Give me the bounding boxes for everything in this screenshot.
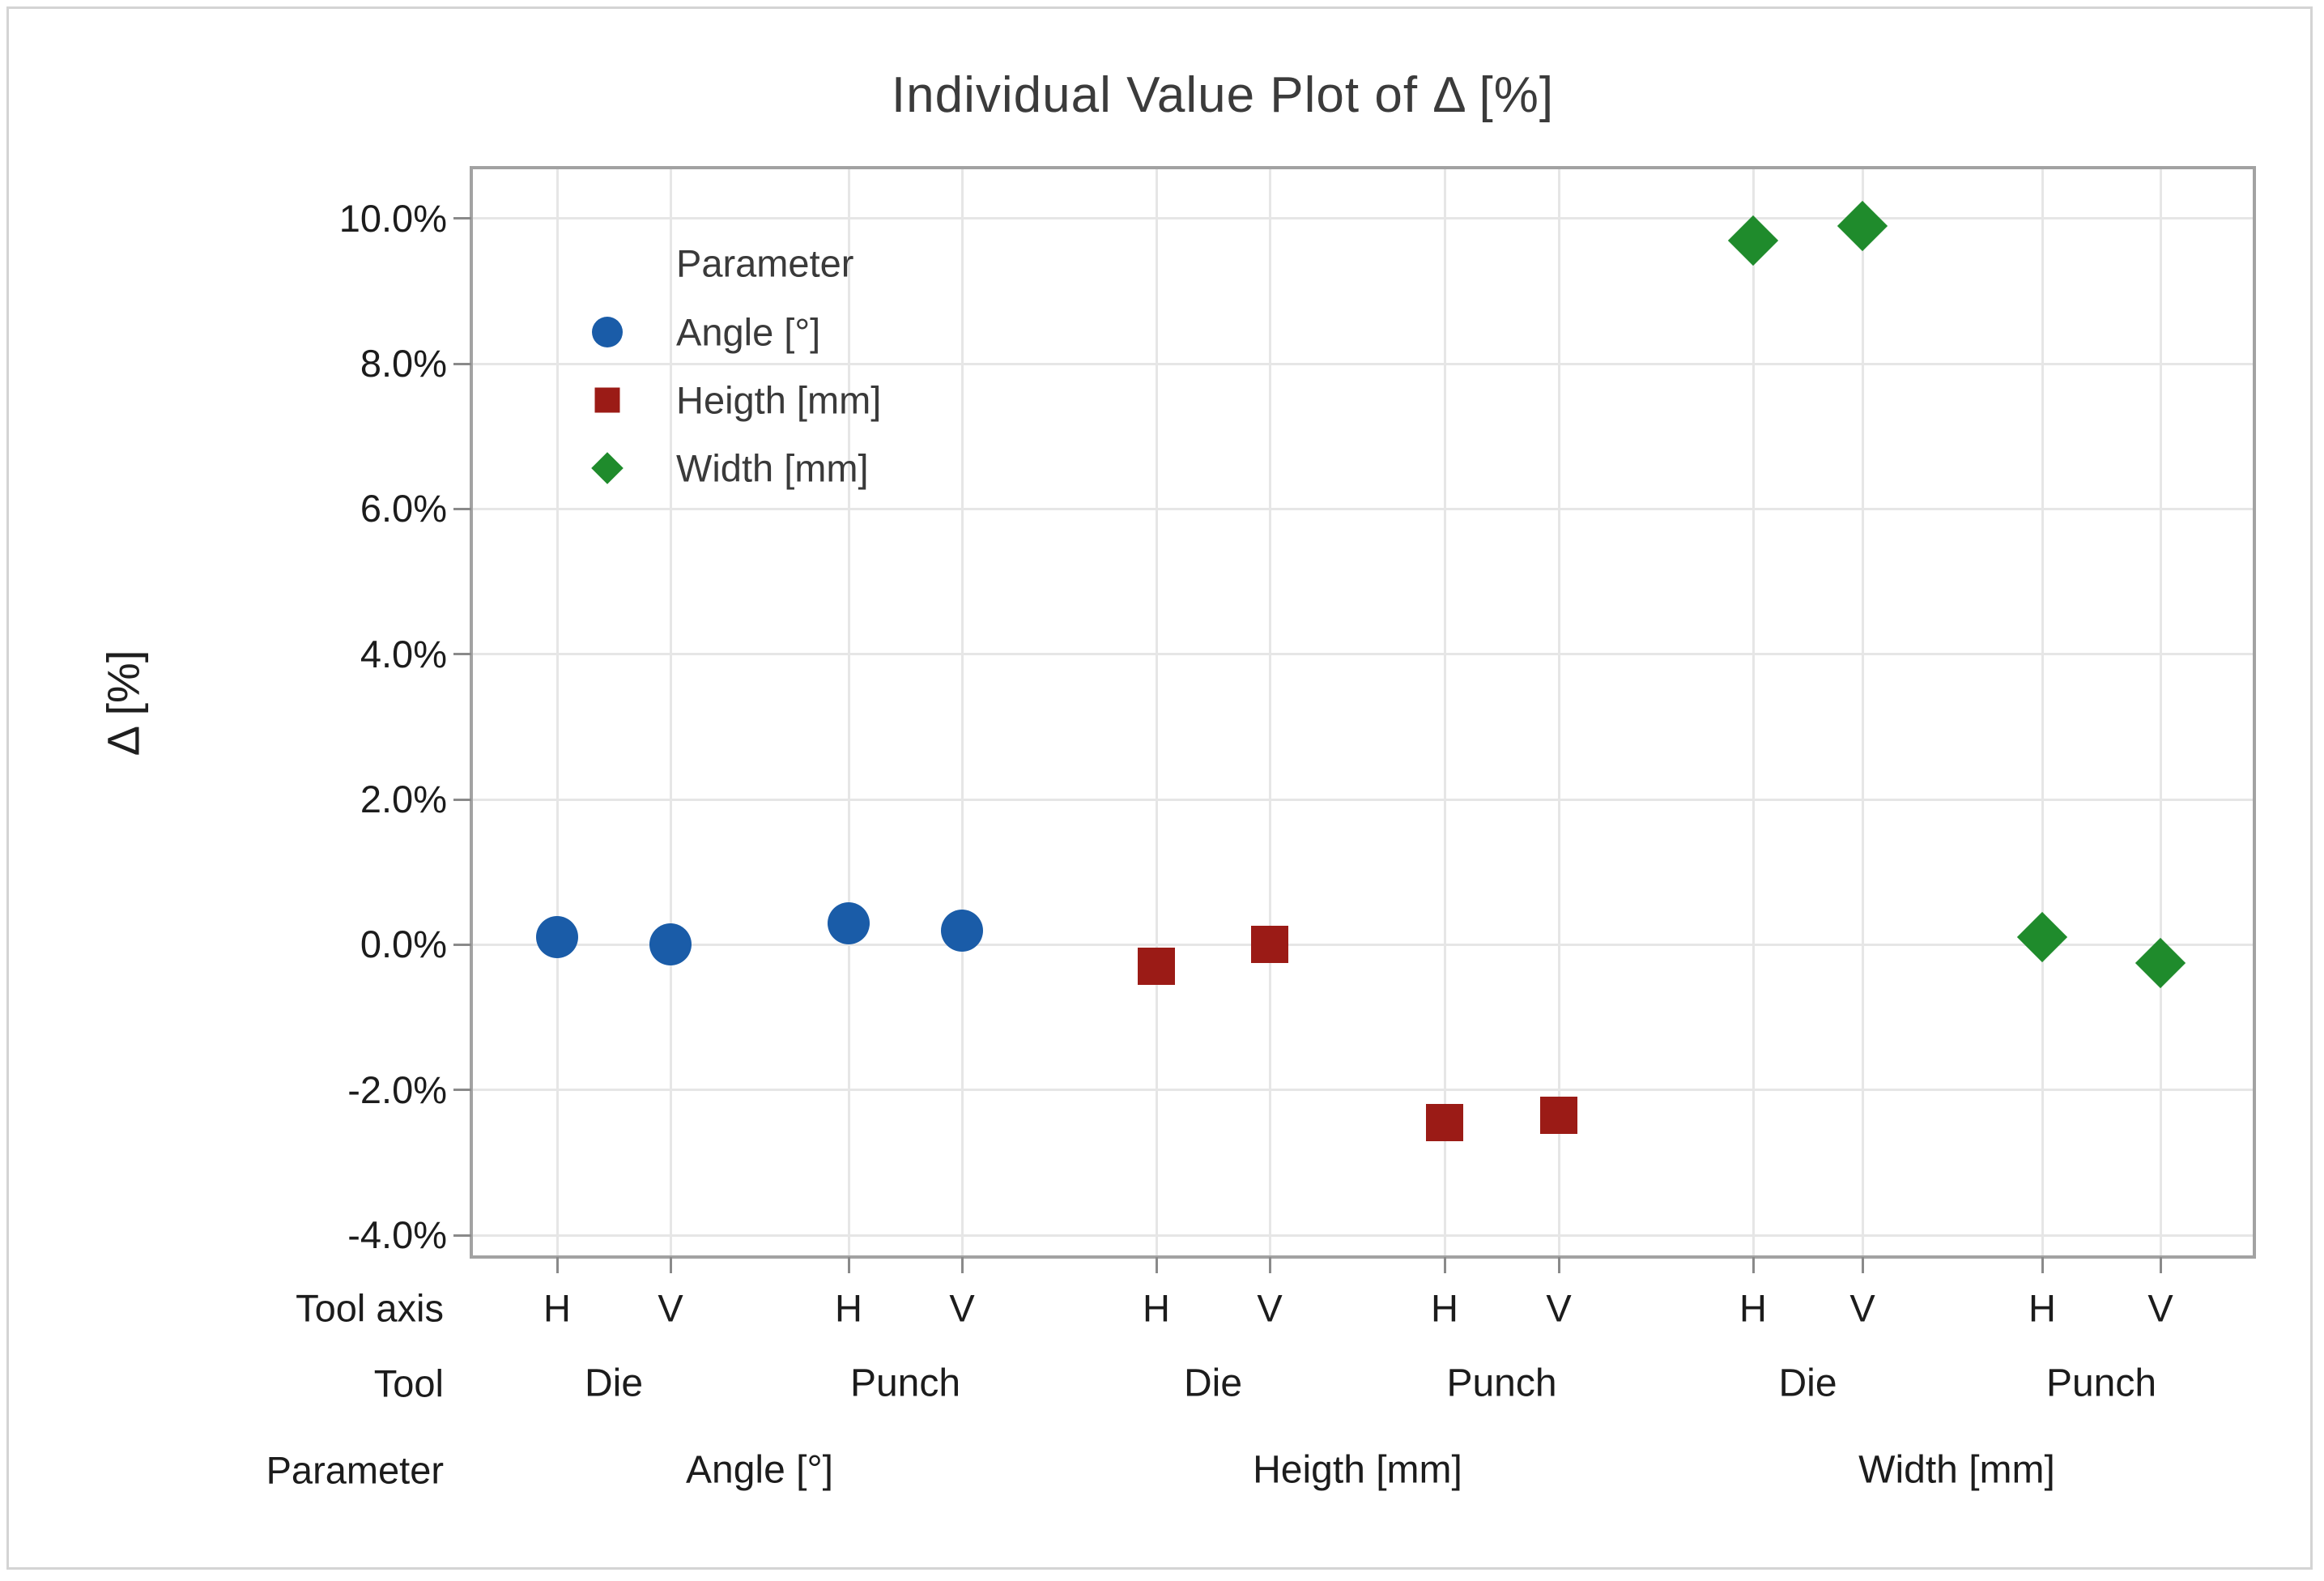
x-tick-mark — [1862, 1257, 1864, 1273]
y-tick-label: 8.0% — [360, 342, 447, 385]
parameter-label: Width [mm] — [1858, 1448, 2055, 1492]
circle-legend-marker-icon — [592, 317, 623, 347]
tool-label: Die — [1183, 1362, 1243, 1405]
tool-axis-label: H — [1431, 1286, 1458, 1330]
x-axis-row-header-tool: Tool — [373, 1362, 444, 1405]
y-tick-mark — [453, 944, 471, 946]
tool-axis-label: V — [658, 1286, 683, 1330]
figure-border — [6, 6, 2313, 1570]
y-tick-label: 2.0% — [360, 778, 447, 820]
y-tick-label: 0.0% — [360, 923, 447, 965]
data-point — [1251, 926, 1288, 964]
x-axis-row-header-parameter: Parameter — [266, 1448, 444, 1492]
h-gridline — [471, 1234, 2254, 1237]
h-gridline — [471, 944, 2254, 946]
tool-axis-label: H — [1143, 1286, 1170, 1330]
y-tick-mark — [453, 508, 471, 510]
x-tick-mark — [556, 1257, 559, 1273]
y-tick-label: -4.0% — [347, 1213, 447, 1256]
parameter-label: Angle [°] — [686, 1448, 833, 1492]
legend-entry-label: Heigth [mm] — [676, 378, 882, 422]
y-tick-label: 6.0% — [360, 487, 447, 530]
v-gridline — [2160, 168, 2162, 1257]
tool-axis-label: H — [835, 1286, 862, 1330]
v-gridline — [1156, 168, 1158, 1257]
tool-axis-label: V — [1257, 1286, 1283, 1330]
data-point — [536, 916, 578, 959]
tool-axis-label: H — [2028, 1286, 2056, 1330]
legend-entry-label: Angle [°] — [676, 310, 821, 354]
v-gridline — [1558, 168, 1560, 1257]
tool-axis-label: V — [949, 1286, 975, 1330]
h-gridline — [471, 1089, 2254, 1091]
v-gridline — [961, 168, 964, 1257]
v-gridline — [2041, 168, 2044, 1257]
tool-label: Punch — [849, 1362, 961, 1405]
legend-entry-label: Width [mm] — [676, 446, 869, 490]
h-gridline — [471, 799, 2254, 801]
x-tick-mark — [670, 1257, 672, 1273]
x-tick-mark — [1156, 1257, 1158, 1273]
v-gridline — [1752, 168, 1755, 1257]
h-gridline — [471, 508, 2254, 510]
x-tick-mark — [848, 1257, 850, 1273]
square-legend-marker-icon — [594, 387, 620, 413]
y-tick-mark — [453, 363, 471, 365]
y-tick-mark — [453, 1089, 471, 1091]
x-tick-mark — [2041, 1257, 2044, 1273]
tool-label: Die — [584, 1362, 644, 1405]
h-gridline — [471, 363, 2254, 365]
x-tick-mark — [1444, 1257, 1446, 1273]
x-tick-mark — [1558, 1257, 1560, 1273]
v-gridline — [1862, 168, 1864, 1257]
tool-axis-label: H — [543, 1286, 571, 1330]
v-gridline — [1269, 168, 1271, 1257]
y-tick-label: 10.0% — [338, 197, 447, 240]
x-tick-mark — [1269, 1257, 1271, 1273]
legend-title: Parameter — [676, 241, 854, 285]
x-tick-mark — [2160, 1257, 2162, 1273]
v-gridline — [556, 168, 559, 1257]
tool-axis-label: V — [2147, 1286, 2173, 1330]
v-gridline — [1444, 168, 1446, 1257]
data-point — [1540, 1097, 1577, 1135]
x-tick-mark — [961, 1257, 964, 1273]
tool-axis-label: H — [1739, 1286, 1767, 1330]
y-tick-mark — [453, 217, 471, 219]
y-tick-label: -2.0% — [347, 1068, 447, 1111]
data-point — [941, 909, 983, 952]
data-point — [1426, 1104, 1463, 1142]
parameter-label: Heigth [mm] — [1253, 1448, 1462, 1492]
data-point — [828, 901, 870, 944]
plot-area-border — [470, 166, 2256, 1259]
tool-label: Die — [1778, 1362, 1837, 1405]
tool-label: Punch — [2045, 1362, 2157, 1405]
v-gridline — [848, 168, 850, 1257]
y-tick-mark — [453, 1234, 471, 1237]
x-tick-mark — [1752, 1257, 1755, 1273]
h-gridline — [471, 653, 2254, 655]
x-axis-row-header-tool-axis: Tool axis — [296, 1286, 444, 1330]
y-tick-label: 4.0% — [360, 633, 447, 675]
h-gridline — [471, 217, 2254, 219]
tool-axis-label: V — [1849, 1286, 1875, 1330]
chart-title: Individual Value Plot of Δ [%] — [891, 67, 1555, 123]
y-tick-mark — [453, 653, 471, 655]
tool-axis-label: V — [1546, 1286, 1572, 1330]
y-tick-mark — [453, 799, 471, 801]
v-gridline — [670, 168, 672, 1257]
tool-label: Punch — [1446, 1362, 1557, 1405]
data-point — [649, 923, 692, 966]
data-point — [1138, 948, 1175, 986]
